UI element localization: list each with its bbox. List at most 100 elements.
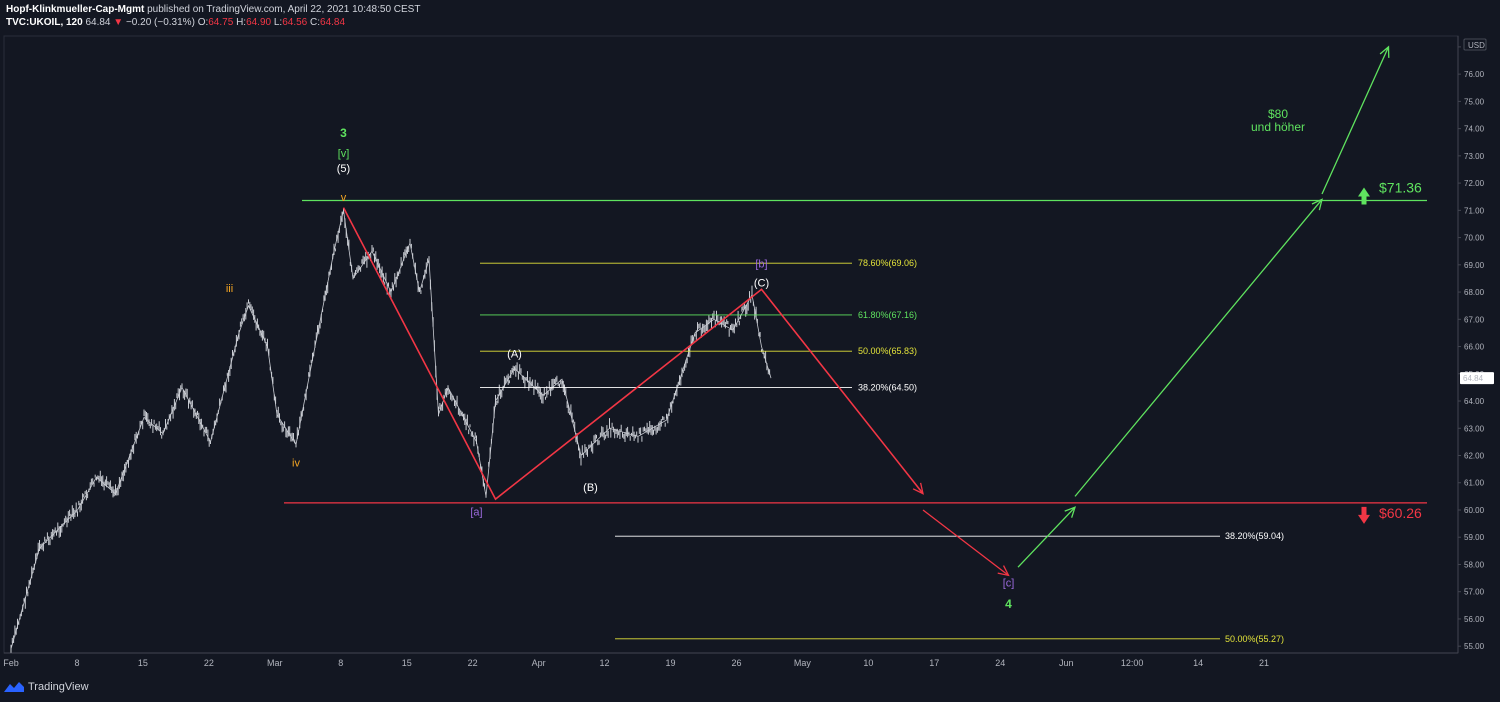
high-value: 64.90: [246, 17, 272, 28]
x-axis-tick-label: 14: [1193, 658, 1203, 668]
wave-label: (A): [507, 348, 522, 360]
x-axis-tick-label: 26: [731, 658, 741, 668]
current-price-tag: [1460, 372, 1494, 385]
close-value: 64.84: [320, 17, 346, 28]
wave-label: [c]: [1003, 577, 1015, 589]
green-projection-arrow: [1074, 199, 1323, 497]
x-axis-tick-label: 17: [929, 658, 939, 668]
y-axis-tick-label: 68.00: [1464, 288, 1485, 297]
currency-box: [1463, 38, 1487, 51]
x-axis-tick-label: May: [794, 658, 812, 668]
wave-label: iii: [226, 283, 233, 295]
wave-label: (C): [754, 278, 769, 290]
tradingview-brand: TradingView: [28, 681, 89, 693]
current-price-label: 64.84: [1463, 374, 1484, 383]
level-up-arrow-icon: [1358, 187, 1370, 205]
tradingview-footer: TradingView: [4, 681, 89, 693]
fib-retracement-label: 78.60%(69.06): [858, 258, 917, 268]
price-line: [10, 210, 772, 650]
x-axis-tick-label: Jun: [1059, 658, 1074, 668]
fib-retracement-label: 50.00%(65.83): [858, 346, 917, 356]
chart-header-line2: TVC:UKOIL, 120 64.84 ▼ −0.20 (−0.31%) O:…: [6, 17, 345, 28]
x-axis-tick-label: 15: [138, 658, 148, 668]
wave-label: 3: [340, 126, 347, 140]
y-axis-tick-label: 57.00: [1464, 588, 1485, 597]
x-axis-tick-label: 8: [74, 658, 79, 668]
open-value: 64.75: [208, 17, 234, 28]
horizontal-level-label: $60.26: [1379, 505, 1422, 521]
y-axis-tick-label: 66.00: [1464, 343, 1485, 352]
last-price: 64.84: [85, 17, 111, 28]
y-axis-tick-label: 55.00: [1464, 642, 1485, 651]
open-label: O:: [197, 17, 209, 28]
red-projection-arrow: [922, 509, 1009, 576]
x-axis-tick-label: 22: [468, 658, 478, 668]
level-down-arrow-icon: [1358, 506, 1370, 524]
y-axis-tick-label: 59.00: [1464, 533, 1485, 542]
down-arrow-icon: ▼: [113, 17, 124, 28]
fib-retracement-label: 61.80%(67.16): [858, 310, 917, 320]
published-text: published on TradingView.com, April 22, …: [147, 4, 421, 15]
x-axis-tick-label: 15: [402, 658, 412, 668]
fib-retracement-label: 38.20%(64.50): [858, 382, 917, 392]
fib-extension-label: 50.00%(55.27): [1225, 634, 1284, 644]
wave-label: (5): [337, 163, 350, 175]
wave-label: v: [341, 192, 347, 204]
y-axis-tick-label: 72.00: [1464, 179, 1485, 188]
y-axis-tick-label: 74.00: [1464, 125, 1485, 134]
close-label: C:: [310, 17, 321, 28]
wave-label: [v]: [338, 148, 350, 160]
y-axis-tick-label: 62.00: [1464, 452, 1485, 461]
horizontal-level-label: $71.36: [1379, 180, 1422, 196]
green-projection-arrowhead: [1311, 198, 1323, 211]
high-label: H:: [236, 17, 247, 28]
target-text-line2: und höher: [1251, 120, 1305, 134]
wave-label: [b]: [755, 259, 767, 271]
green-projection-arrowhead: [1379, 45, 1390, 58]
y-axis-tick-label: 67.00: [1464, 315, 1485, 324]
green-projection-arrowhead: [1064, 506, 1077, 518]
x-axis-tick-label: Apr: [532, 658, 546, 668]
x-axis-tick-label: 12: [600, 658, 610, 668]
x-axis-tick-label: 12:00: [1121, 658, 1144, 668]
wave-label: 4: [1005, 597, 1012, 611]
x-axis-tick-label: 21: [1259, 658, 1269, 668]
target-text-line1: $80: [1268, 107, 1288, 121]
y-axis-tick-label: 60.00: [1464, 506, 1485, 515]
x-axis-tick-label: Mar: [267, 658, 283, 668]
x-axis-tick-label: 22: [204, 658, 214, 668]
wave-label: (B): [583, 482, 598, 494]
y-axis-tick-label: 64.00: [1464, 397, 1485, 406]
y-axis-tick-label: 71.00: [1464, 206, 1485, 215]
red-wave-path: [342, 207, 924, 501]
red-projection-arrowhead: [997, 565, 1010, 577]
y-axis-tick-label: 73.00: [1464, 152, 1485, 161]
green-projection-arrow: [1017, 506, 1076, 568]
y-axis-tick-label: 61.00: [1464, 479, 1485, 488]
x-axis-tick-label: 10: [863, 658, 873, 668]
wave-label: [a]: [470, 506, 482, 518]
green-projection-arrow: [1321, 46, 1390, 195]
publisher-name: Hopf-Klinkmueller-Cap-Mgmt: [6, 4, 145, 15]
low-value: 64.56: [282, 17, 308, 28]
x-axis-tick-label: 19: [665, 658, 675, 668]
chart-header-line1: Hopf-Klinkmueller-Cap-Mgmt published on …: [6, 4, 420, 15]
y-axis-tick-label: 56.00: [1464, 615, 1485, 624]
y-axis-tick-label: 69.00: [1464, 261, 1485, 270]
y-axis-tick-label: 75.00: [1464, 97, 1485, 106]
y-axis-tick-label: 58.00: [1464, 560, 1485, 569]
red-wave-arrowhead: [912, 482, 924, 495]
price-bars: [10, 208, 771, 653]
low-label: L:: [273, 17, 283, 28]
tradingview-logo-icon: [4, 682, 24, 692]
symbol-label: TVC:UKOIL, 120: [6, 17, 83, 28]
price-change: −0.20 (−0.31%): [125, 17, 195, 28]
currency-label: USD: [1468, 41, 1485, 50]
wave-label: iv: [292, 457, 300, 469]
y-axis-tick-label: 76.00: [1464, 70, 1485, 79]
plot-frame: [3, 35, 1459, 654]
x-axis-tick-label: 8: [338, 658, 343, 668]
y-axis-tick-label: 63.00: [1464, 424, 1485, 433]
x-axis-tick-label: 24: [995, 658, 1005, 668]
